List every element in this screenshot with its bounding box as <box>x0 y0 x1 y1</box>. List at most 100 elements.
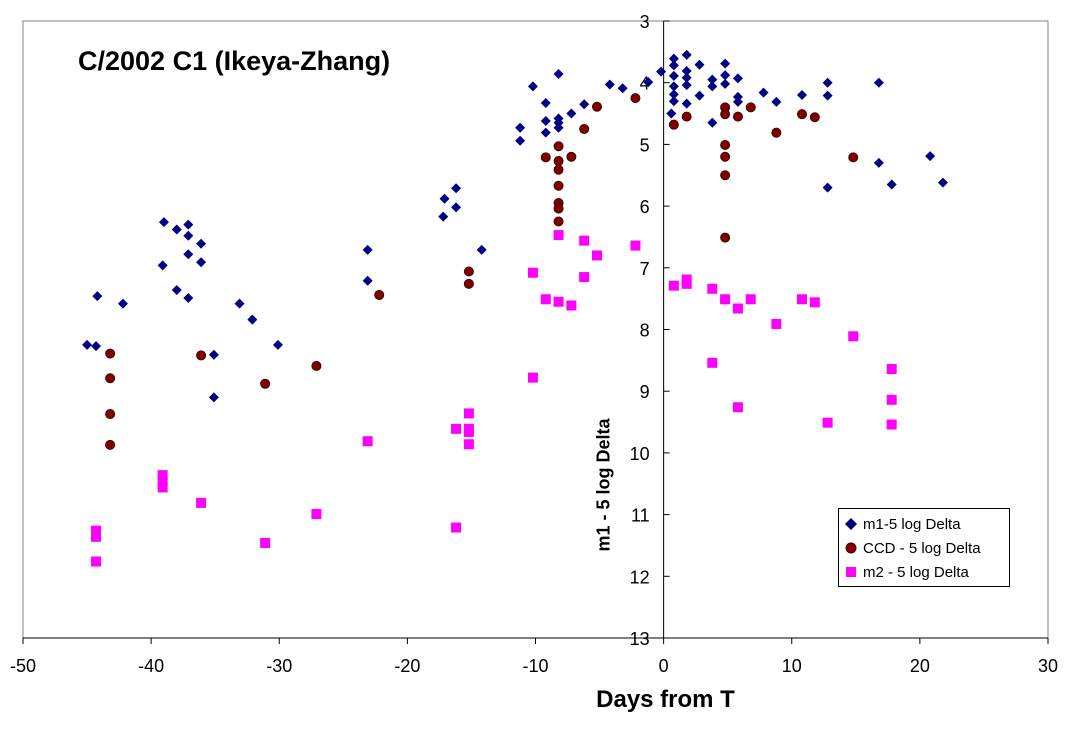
m1-point <box>92 291 103 302</box>
m1-point <box>732 73 743 84</box>
ccd-point <box>848 152 859 163</box>
m1-point <box>720 70 731 81</box>
ccd-point <box>797 109 807 120</box>
m1-point <box>681 49 692 60</box>
m1-point <box>656 66 667 77</box>
legend-label: m1-5 log Delta <box>863 515 961 533</box>
m2-point <box>362 436 373 447</box>
m1-point <box>183 219 194 230</box>
ccd-point <box>732 111 743 122</box>
ccd-point <box>630 93 641 104</box>
m2-point <box>809 297 820 308</box>
m2-point <box>848 331 859 342</box>
m1-point <box>247 314 258 325</box>
m1-point <box>540 98 551 109</box>
m1-point <box>666 108 677 119</box>
m2-point <box>822 417 833 428</box>
m1-point <box>668 89 679 100</box>
ccd-point <box>311 360 322 371</box>
m1-point <box>873 77 884 88</box>
legend-item-m2: m2 - 5 log Delta <box>839 562 969 582</box>
m1-point <box>117 298 128 309</box>
legend-label: m2 - 5 log Delta <box>863 563 969 581</box>
y-tick-label: 8 <box>640 321 650 341</box>
y-tick-label: 5 <box>640 135 650 155</box>
ccd-point <box>105 439 116 450</box>
ccd-point <box>553 180 564 191</box>
m2-point <box>157 476 168 487</box>
m2-point <box>886 419 897 430</box>
y-tick-label: 10 <box>630 444 650 464</box>
m2-point <box>681 278 692 289</box>
legend-label: CCD - 5 log Delta <box>863 539 981 557</box>
m2-point <box>451 522 462 533</box>
ccd-point <box>105 348 116 359</box>
y-tick-label: 7 <box>640 259 650 279</box>
m1-point <box>91 341 102 352</box>
m1-point <box>681 98 692 109</box>
ccd-point <box>553 141 564 152</box>
x-tick-label: -50 <box>10 656 36 676</box>
m1-point <box>82 339 93 350</box>
m1-point <box>668 81 679 92</box>
m1-point <box>566 108 577 119</box>
m1-point <box>694 59 705 70</box>
x-tick-label: 0 <box>659 656 669 676</box>
m1-point <box>208 349 219 360</box>
m2-point <box>592 250 602 261</box>
m1-point <box>183 293 194 304</box>
y-tick-label: 13 <box>630 629 650 649</box>
m1-point <box>681 80 692 91</box>
ccd-point <box>720 140 731 151</box>
m2-point <box>260 537 271 548</box>
legend-item-m1: m1-5 log Delta <box>839 514 961 534</box>
ccd-point <box>553 203 564 214</box>
m2-point <box>91 531 102 542</box>
m1-point <box>476 244 487 255</box>
m1-point <box>822 90 833 101</box>
m1-point <box>439 193 450 204</box>
m1-point <box>157 260 168 271</box>
ccd-point <box>566 151 577 162</box>
m1-point <box>604 79 615 90</box>
m2-point <box>311 508 322 519</box>
ccd-point <box>720 170 731 181</box>
m1-point <box>553 122 564 133</box>
m1-point <box>822 77 833 88</box>
ccd-point <box>105 373 116 384</box>
m1-point <box>720 78 731 89</box>
m1-point <box>668 60 679 71</box>
x-tick-label: -30 <box>266 656 292 676</box>
m1-point <box>579 99 590 110</box>
m1-point <box>183 230 194 241</box>
m2-point <box>451 423 462 434</box>
m1-point <box>707 81 718 92</box>
x-tick-label: -20 <box>394 656 420 676</box>
m2-point <box>579 235 590 246</box>
m1-point <box>553 69 564 80</box>
m2-point <box>157 482 168 493</box>
ccd-point <box>720 151 731 162</box>
m2-point <box>886 394 897 405</box>
m1-point <box>668 70 679 81</box>
m1-point <box>515 135 526 146</box>
ccd-point <box>579 123 590 134</box>
m1-point <box>732 96 743 107</box>
m1-point <box>937 177 948 188</box>
ccd-point <box>374 289 385 300</box>
ccd-point <box>720 232 731 243</box>
legend-item-ccd: CCD - 5 log Delta <box>839 538 981 558</box>
x-tick-label: -10 <box>522 656 548 676</box>
x-tick-label: -40 <box>138 656 164 676</box>
ccd-point <box>592 101 602 112</box>
ccd-point <box>463 278 474 289</box>
y-tick-label: 6 <box>640 197 650 217</box>
m1-point <box>771 96 782 107</box>
legend: m1-5 log Delta CCD - 5 log Delta m2 - 5 … <box>838 508 1010 587</box>
circle-icon <box>845 542 857 554</box>
ccd-point <box>463 266 474 277</box>
m2-point <box>527 267 538 278</box>
ccd-point <box>196 350 207 361</box>
m1-point <box>171 285 182 296</box>
m1-point <box>362 244 373 255</box>
